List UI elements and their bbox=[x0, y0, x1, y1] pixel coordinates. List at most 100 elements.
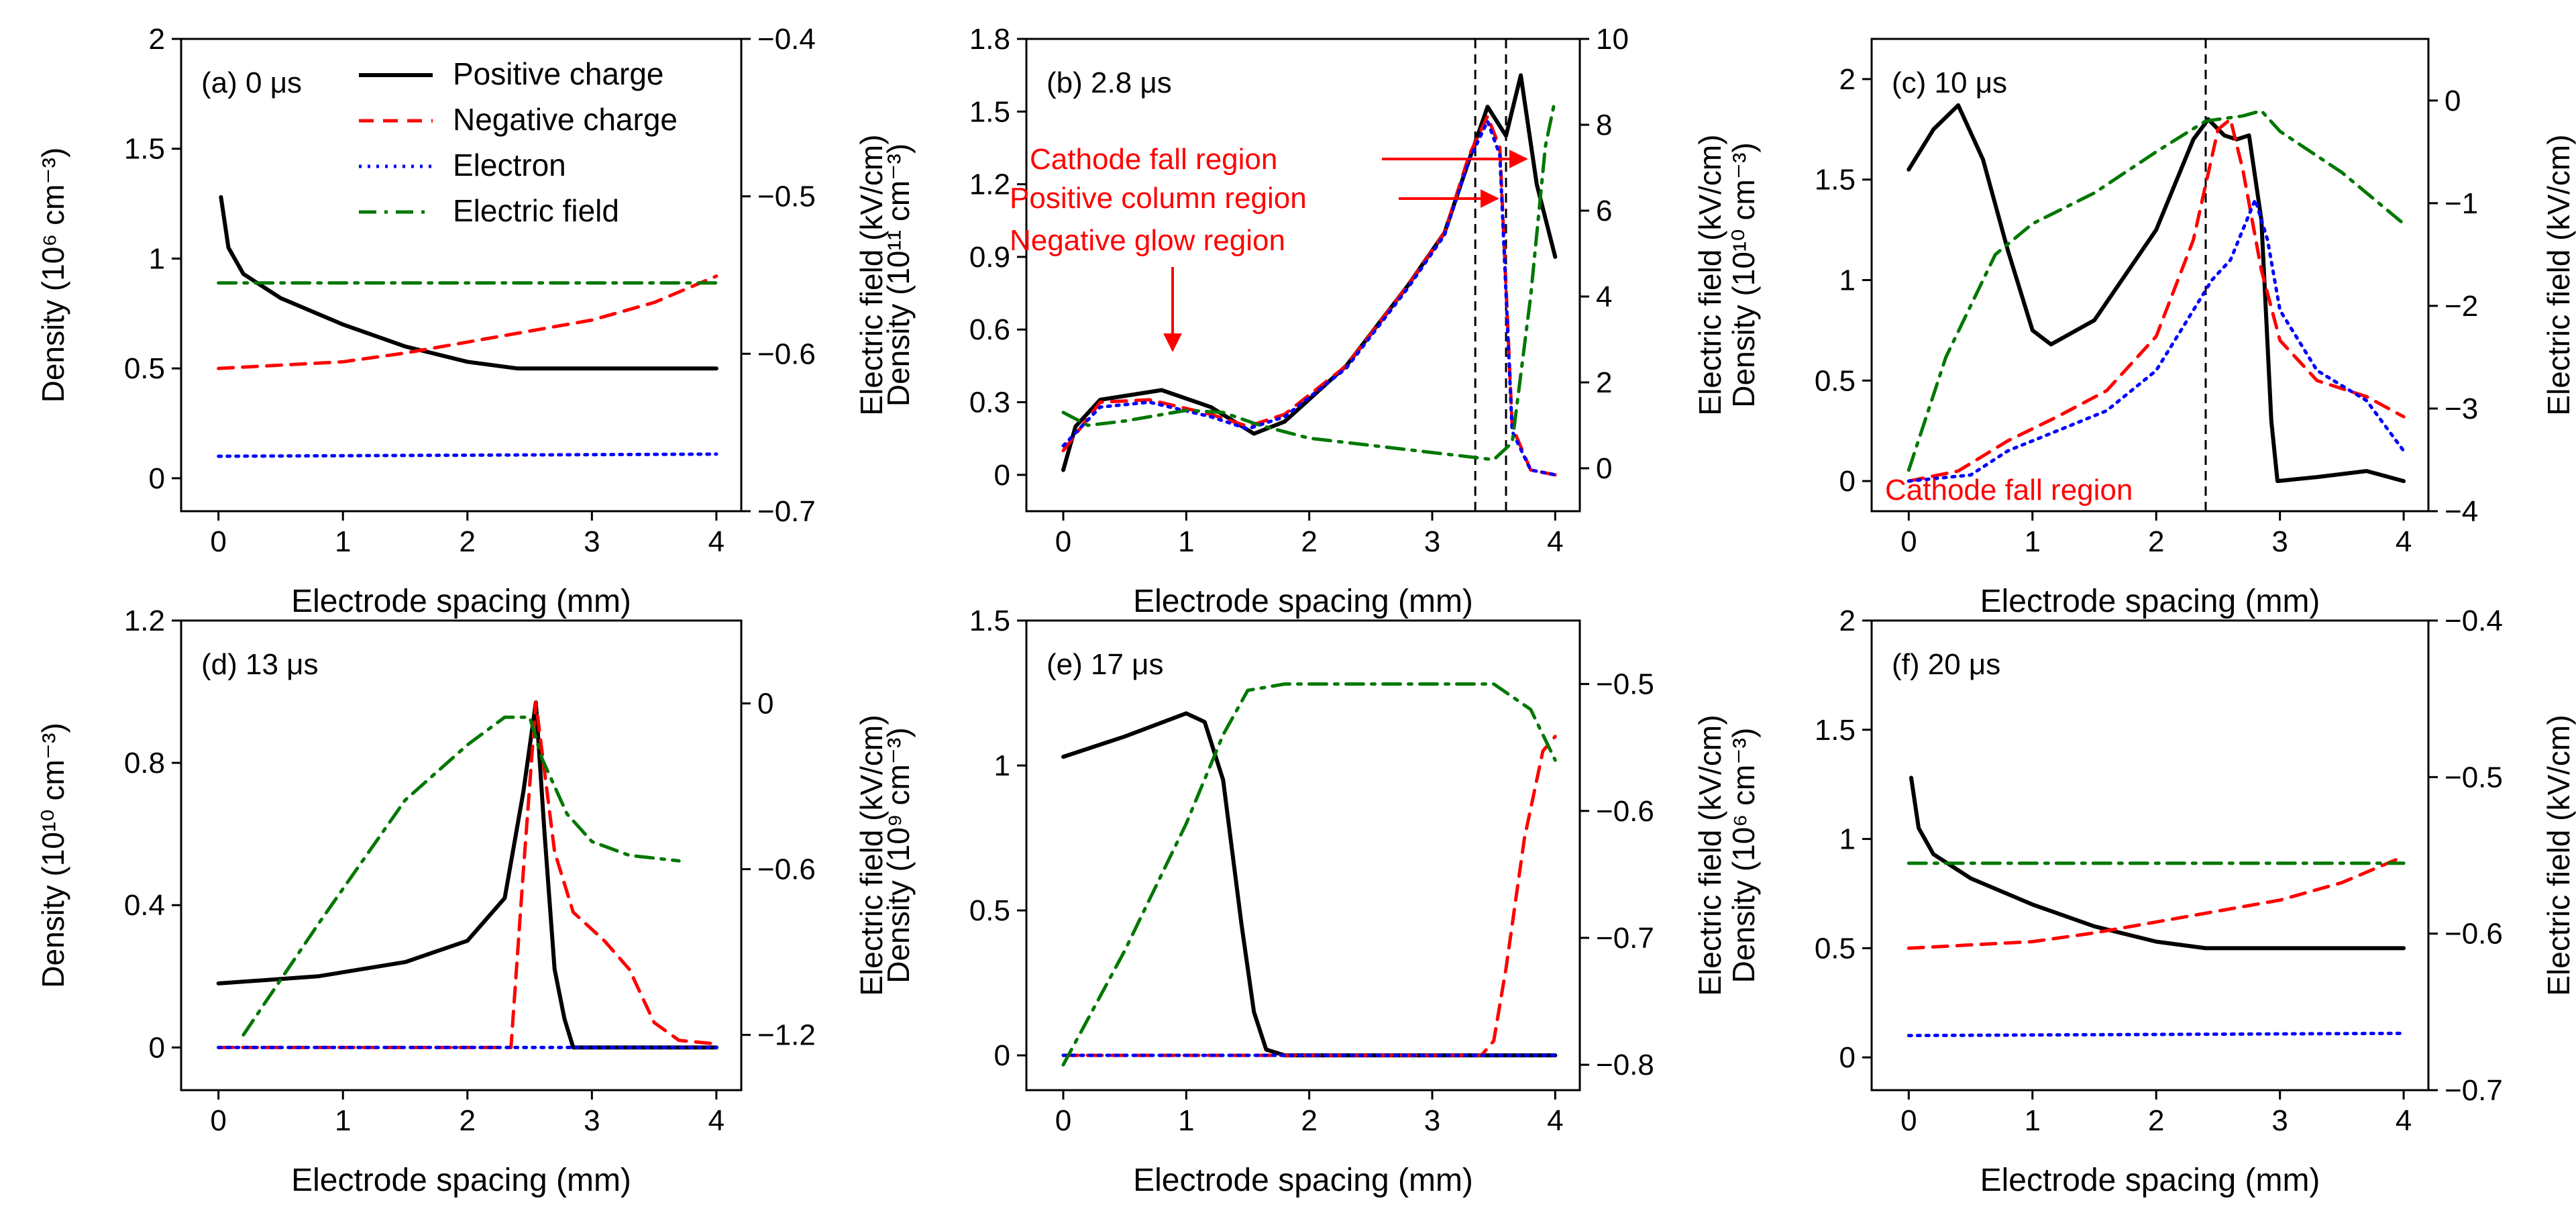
x-axis-title: Electrode spacing (mm) bbox=[1980, 584, 2320, 619]
panel-label: (a) 0 μs bbox=[201, 66, 302, 99]
series-electric-field bbox=[1061, 682, 1557, 1067]
y-right-tick-label: 6 bbox=[1596, 195, 1612, 227]
legend-entry: Positive charge bbox=[453, 56, 664, 91]
y-right-tick-label: −4 bbox=[2445, 495, 2478, 528]
series-electric-field bbox=[1907, 109, 2406, 472]
series-negative-charge bbox=[1061, 735, 1557, 1057]
y-right-tick-label: −0.6 bbox=[2445, 918, 2503, 951]
panel-c: 0 1 2 3 4 0 0.5 1 1.5 2 −4 −3 −2 −1 0 Density (10¹⁰ cm⁻… bbox=[1726, 38, 2576, 619]
y-left-tick-label: 0 bbox=[149, 462, 165, 495]
series-negative-charge bbox=[1907, 117, 2406, 483]
annotation-label: Cathode fall region bbox=[1030, 143, 1277, 176]
x-tick-label: 0 bbox=[1055, 525, 1071, 558]
x-axis-title: Electrode spacing (mm) bbox=[291, 584, 631, 619]
y-left-tick-label: 1 bbox=[149, 242, 165, 275]
series-negative-charge bbox=[217, 274, 718, 370]
series-group bbox=[1907, 776, 2406, 1038]
y-left-tick-label: 0 bbox=[994, 459, 1010, 492]
y-right-tick-label: −0.7 bbox=[2445, 1074, 2503, 1107]
series-electron bbox=[1061, 119, 1557, 477]
y-left-tick-label: 2 bbox=[149, 23, 165, 56]
y-right-tick-label: 0 bbox=[757, 688, 773, 721]
x-tick-label: 1 bbox=[1178, 525, 1194, 558]
legend-entry: Electron bbox=[453, 148, 566, 182]
y-left-tick-label: 1.2 bbox=[124, 604, 165, 637]
y-left-tick-label: 0.5 bbox=[1815, 932, 1856, 965]
y-left-tick-label: 1 bbox=[1839, 823, 1856, 856]
x-axis-title: Electrode spacing (mm) bbox=[1133, 584, 1473, 619]
y-left-tick-label: 0.9 bbox=[969, 241, 1010, 274]
y-left-axis-title: Density (10⁶ cm⁻³) bbox=[1726, 728, 1761, 983]
series-group bbox=[216, 700, 718, 1050]
x-tick-label: 0 bbox=[210, 525, 226, 558]
panel-d: 0 1 2 3 4 0 0.4 0.8 1.2 −1.2 −0.6 0 Density (10¹⁰ cm… bbox=[36, 604, 889, 1198]
plot-frame bbox=[1870, 619, 2430, 1091]
panel-label: (c) 10 μs bbox=[1892, 66, 2007, 99]
y-right-tick-label: −1 bbox=[2445, 187, 2478, 220]
series-electron bbox=[217, 452, 718, 458]
series-group bbox=[1061, 73, 1558, 477]
series-group bbox=[1061, 682, 1558, 1067]
series-negative-charge bbox=[1907, 855, 2406, 950]
y-right-tick-label: −0.7 bbox=[1596, 922, 1654, 955]
series-negative-charge bbox=[217, 700, 718, 1049]
y-right-tick-label: −2 bbox=[2445, 290, 2478, 323]
annotations: Cathode fall region bbox=[1885, 474, 2133, 507]
x-tick-label: 2 bbox=[460, 525, 476, 558]
plot-frame bbox=[1870, 38, 2430, 513]
y-right-tick-label: −0.6 bbox=[757, 853, 816, 886]
y-left-axis-title: Density (10¹¹ cm⁻³) bbox=[881, 144, 916, 407]
x-tick-label: 2 bbox=[1301, 1104, 1317, 1137]
x-tick-label: 4 bbox=[2396, 1104, 2412, 1137]
series-positive-charge bbox=[1909, 776, 2406, 951]
x-tick-label: 1 bbox=[2025, 1104, 2041, 1137]
y-right-axis-title: Electric field (kV/cm) bbox=[2541, 714, 2576, 996]
y-left-tick-label: 1.2 bbox=[969, 168, 1010, 201]
y-right-tick-label: −1.2 bbox=[757, 1019, 816, 1052]
x-tick-label: 2 bbox=[2148, 525, 2164, 558]
x-axis-title: Electrode spacing (mm) bbox=[1980, 1163, 2320, 1198]
y-left-tick-label: 1.5 bbox=[124, 133, 165, 166]
legend-entry: Negative charge bbox=[453, 102, 678, 137]
x-axis-title: Electrode spacing (mm) bbox=[291, 1163, 631, 1198]
y-right-tick-label: 10 bbox=[1596, 23, 1629, 56]
series-electric-field bbox=[1061, 97, 1557, 462]
y-left-axis-title: Density (10⁶ cm⁻³) bbox=[36, 148, 70, 403]
x-tick-label: 0 bbox=[1900, 1104, 1917, 1137]
y-left-tick-label: 0.8 bbox=[124, 747, 165, 780]
y-left-tick-label: 0 bbox=[1839, 465, 1856, 498]
y-left-tick-label: 0.4 bbox=[124, 889, 165, 922]
annotation-label: Negative glow region bbox=[1010, 224, 1285, 257]
legend: Positive charge Negative charge Electron El… bbox=[359, 56, 678, 228]
x-tick-label: 3 bbox=[1424, 525, 1440, 558]
plot-frame bbox=[180, 619, 743, 1091]
y-right-axis-title: Electric field (kV/cm) bbox=[1693, 714, 1727, 996]
x-axis-title: Electrode spacing (mm) bbox=[1133, 1163, 1473, 1198]
x-tick-label: 3 bbox=[1424, 1104, 1440, 1137]
series-negative-charge bbox=[1061, 115, 1557, 477]
y-left-tick-label: 0 bbox=[1839, 1041, 1856, 1074]
panel-label: (b) 2.8 μs bbox=[1046, 66, 1172, 99]
y-right-tick-label: −0.6 bbox=[1596, 795, 1654, 828]
x-tick-label: 2 bbox=[1301, 525, 1317, 558]
series-electron bbox=[1907, 1031, 2406, 1038]
panel-f: 0 1 2 3 4 0 0.5 1 1.5 2 −0.7 −0.6 −0.5 −0.4 Density (1… bbox=[1726, 604, 2576, 1198]
x-tick-label: 3 bbox=[584, 525, 600, 558]
y-right-tick-label: −0.8 bbox=[1596, 1049, 1654, 1081]
y-left-tick-label: 1.5 bbox=[969, 95, 1010, 128]
y-left-tick-label: 0 bbox=[994, 1039, 1010, 1072]
annotations: Cathode fall region Positive column regio… bbox=[1010, 143, 1528, 352]
y-right-tick-label: 8 bbox=[1596, 109, 1612, 142]
y-left-axis-title: Density (10⁹ cm⁻³) bbox=[881, 727, 916, 983]
y-right-tick-label: −0.5 bbox=[757, 180, 816, 213]
panel-label: (d) 13 μs bbox=[201, 648, 319, 681]
x-tick-label: 0 bbox=[210, 1104, 226, 1137]
x-tick-label: 4 bbox=[708, 1104, 724, 1137]
x-tick-label: 0 bbox=[1055, 1104, 1071, 1137]
x-tick-label: 3 bbox=[2271, 525, 2288, 558]
series-group bbox=[217, 195, 718, 458]
series-positive-charge bbox=[1061, 711, 1558, 1058]
panel-label: (f) 20 μs bbox=[1892, 648, 2000, 681]
panel-b: 0 1 2 3 4 0 0.3 0.6 0.9 1.2 1.5 1.8 0 2 4 6 8 10 Density (… bbox=[881, 23, 1727, 619]
y-left-axis-title: Density (10¹⁰ cm⁻³) bbox=[36, 723, 70, 988]
